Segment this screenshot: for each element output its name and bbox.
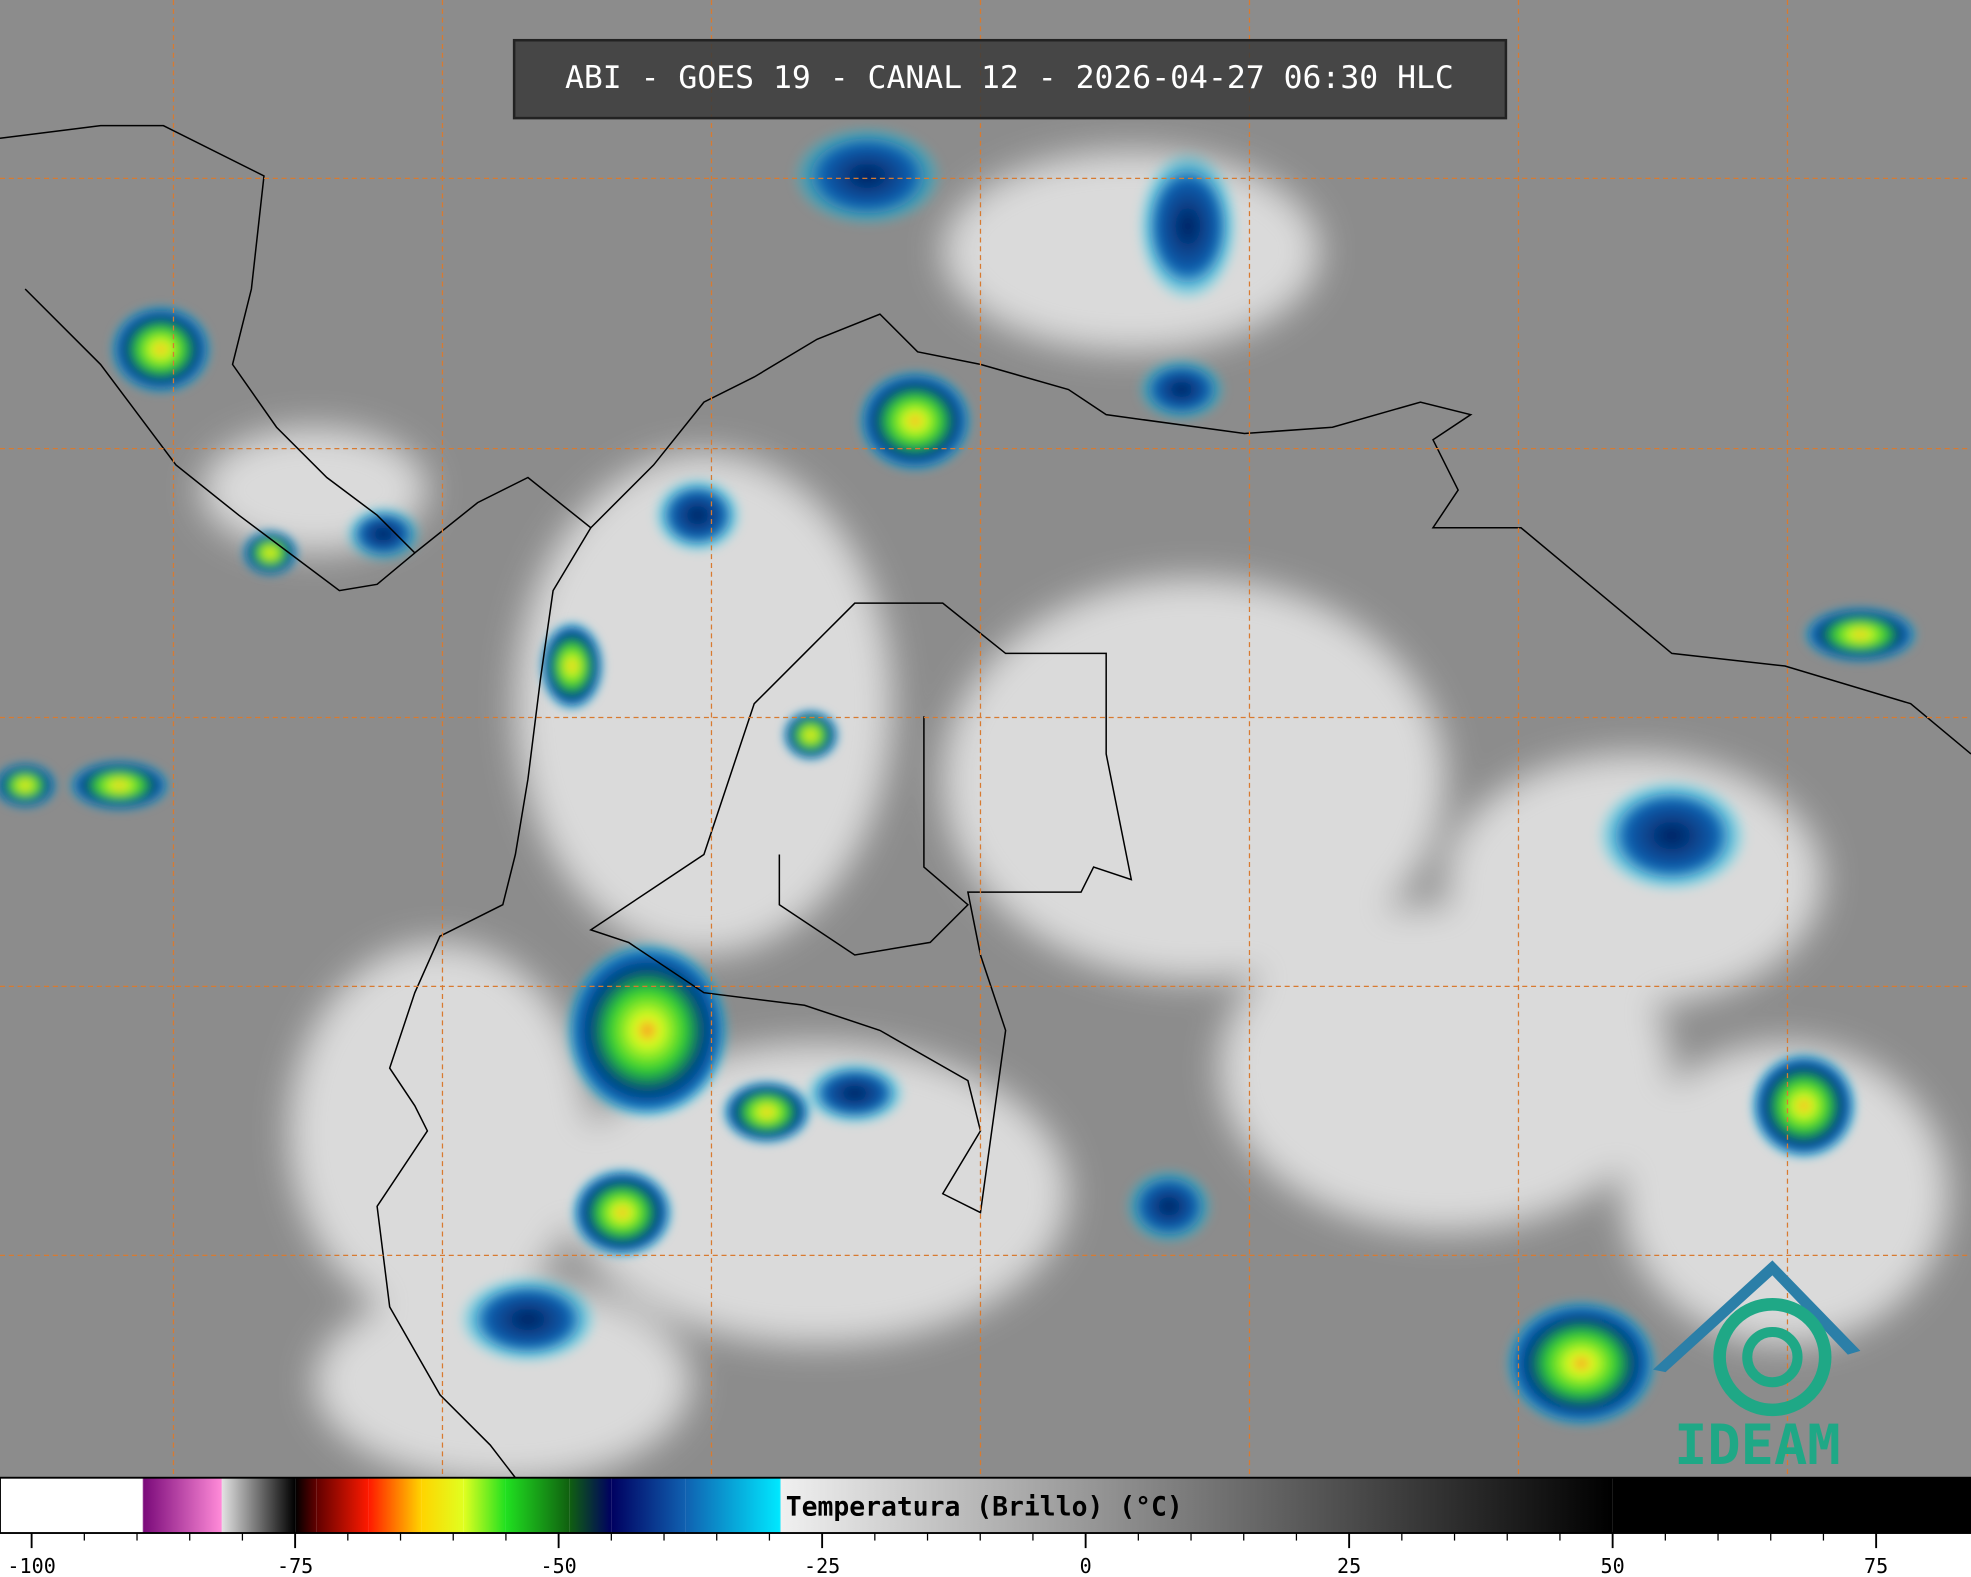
colorbar-segment	[222, 1477, 296, 1534]
colorbar-segment	[316, 1477, 369, 1534]
logo: IDEAM	[1652, 1260, 1861, 1478]
colorbar-segment	[505, 1477, 570, 1534]
colorbar-segment	[779, 1477, 782, 1534]
colorbar-tick-label: 0	[1080, 1554, 1092, 1577]
colorbar-label: Temperatura (Brillo) (°C)	[786, 1492, 1183, 1522]
colorbar-segment	[569, 1477, 612, 1534]
colorbar-segment	[142, 1477, 144, 1534]
colorbar-segment	[295, 1477, 317, 1534]
graticule	[0, 0, 1971, 1478]
colorbar-segment	[1612, 1477, 1971, 1534]
colorbar-tick-label: 50	[1601, 1554, 1625, 1577]
logo-text: IDEAM	[1674, 1414, 1840, 1478]
colorbar-segment	[463, 1477, 506, 1534]
colorbar-segment	[221, 1477, 223, 1534]
colorbar-segment	[421, 1477, 464, 1534]
title-box	[512, 38, 1508, 120]
colorbar-tick-label: -25	[804, 1554, 840, 1577]
colorbar-segment	[368, 1477, 422, 1534]
colorbar-tick-label: -100	[7, 1554, 55, 1577]
colorbar-tick-label: 25	[1337, 1554, 1361, 1577]
colorbar: Temperatura (Brillo) (°C) -100 -75 -50 -25 0 2…	[0, 1476, 1971, 1577]
colorbar-frame	[0, 1476, 1971, 1534]
convection	[0, 125, 1917, 1427]
colorbar-segment	[781, 1477, 1613, 1534]
colorbar-segment	[0, 1477, 143, 1534]
colorbar-tick-label: -50	[540, 1554, 576, 1577]
colorbar-segment	[685, 1477, 780, 1534]
colorbar-segment	[143, 1477, 222, 1534]
coastlines	[0, 124, 1971, 1479]
colorbar-tick-label: 75	[1864, 1554, 1888, 1577]
colorbar-tick-label: -75	[277, 1554, 313, 1577]
title: ABI - GOES 19 - CANAL 12 - 2026-04-27 06…	[565, 60, 1454, 96]
colorbar-segment	[611, 1477, 686, 1534]
